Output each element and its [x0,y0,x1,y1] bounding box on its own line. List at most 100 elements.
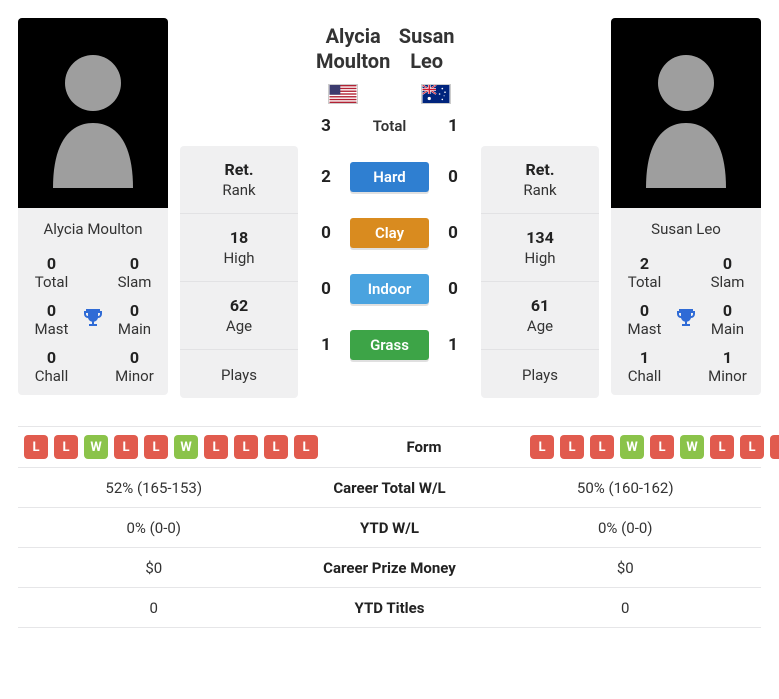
stat-high-label: High [184,249,294,267]
player-card-right: Susan Leo 2 Total 0 Slam 0 Mast 0 [611,18,761,395]
stat-card-right: Ret. Rank 134 High 61 Age Plays [481,146,599,398]
player-heading-left[interactable]: Alycia Moulton [316,24,390,78]
titles-minor-label: Minor [700,367,755,385]
trophy-icon [81,306,105,334]
h2h-row: 0Clay0 [312,218,467,248]
form-loss-box[interactable]: L [770,435,779,459]
form-loss-box[interactable]: L [234,435,258,459]
stat-plays: Plays [180,350,298,398]
stat-age-value: 62 [184,296,294,315]
stat-plays-label: Plays [485,366,595,384]
form-loss-box[interactable]: L [530,435,554,459]
compare-right-value: 0% (0-0) [490,509,762,547]
flag-au-icon [421,84,451,104]
flag-right [421,84,451,104]
form-loss-box[interactable]: L [204,435,228,459]
compare-left-value: 0 [18,589,290,627]
form-loss-box[interactable]: L [24,435,48,459]
titles-grid-left: 0 Total 0 Slam 0 Mast 0 Main [18,250,168,395]
player-heading-right-l1: Susan Leo [390,24,463,74]
titles-slam: 0 Slam [107,254,162,291]
stat-plays-label: Plays [184,366,294,384]
titles-total: 2 Total [617,254,672,291]
stat-high-value: 18 [184,228,294,247]
form-loss-box[interactable]: L [144,435,168,459]
form-loss-box[interactable]: L [264,435,288,459]
form-loss-box[interactable]: L [114,435,138,459]
compare-label: Career Total W/L [290,469,490,507]
stat-rank: Ret. Rank [481,146,599,214]
h2h-right-value: 1 [439,116,467,136]
titles-minor-value: 1 [700,348,755,367]
stat-plays: Plays [481,350,599,398]
titles-mast-value: 0 [617,301,672,320]
titles-chall-label: Chall [617,367,672,385]
form-loss-box[interactable]: L [54,435,78,459]
stat-rank: Ret. Rank [180,146,298,214]
player-photo-right [611,18,761,208]
compare-row: 0YTD Titles0 [18,588,761,628]
form-loss-box[interactable]: L [590,435,614,459]
surface-pill[interactable]: Grass [350,330,429,360]
titles-total-value: 2 [617,254,672,273]
titles-main-label: Main [107,320,162,338]
titles-main: 0 Main [700,301,755,338]
stat-age-label: Age [184,317,294,335]
form-win-box[interactable]: W [680,435,704,459]
stat-age-label: Age [485,317,595,335]
form-loss-box[interactable]: L [710,435,734,459]
stat-high: 18 High [180,214,298,282]
titles-mast-value: 0 [24,301,79,320]
stat-rank-label: Rank [485,181,595,199]
stat-age: 61 Age [481,282,599,350]
h2h-right-value: 0 [439,167,467,187]
titles-chall: 1 Chall [617,348,672,385]
form-win-box[interactable]: W [174,435,198,459]
titles-slam-value: 0 [700,254,755,273]
h2h-left-value: 3 [312,116,340,136]
avatar-silhouette-icon [43,38,143,188]
form-strip-right: LLLWLWLLLW [524,427,779,467]
titles-minor-value: 0 [107,348,162,367]
titles-main: 0 Main [107,301,162,338]
stat-rank-value: Ret. [184,160,294,179]
compare-label-form: Form [324,428,524,466]
h2h-right-value: 1 [439,335,467,355]
compare-right-value: 50% (160-162) [490,469,762,507]
h2h-left-value: 0 [312,223,340,243]
form-win-box[interactable]: W [620,435,644,459]
compare-left-value: $0 [18,549,290,587]
h2h-center: Alycia Moulton Susan Leo [310,18,469,360]
surface-pill[interactable]: Hard [350,162,429,192]
compare-left-value: 52% (165-153) [18,469,290,507]
titles-minor-label: Minor [107,367,162,385]
stat-high: 134 High [481,214,599,282]
stat-high-value: 134 [485,228,595,247]
player-heading-left-l1: Alycia [316,24,390,49]
avatar-silhouette-icon [636,38,736,188]
form-loss-box[interactable]: L [560,435,584,459]
compare-table: LLWLLWLLLL Form LLLWLWLLLW 52% (165-153)… [18,426,761,628]
player-heading-right[interactable]: Susan Leo [390,24,463,78]
compare-right-value: 0 [490,589,762,627]
stat-age: 62 Age [180,282,298,350]
form-loss-box[interactable]: L [650,435,674,459]
titles-main-value: 0 [700,301,755,320]
h2h-row: 2Hard0 [312,162,467,192]
form-win-box[interactable]: W [84,435,108,459]
titles-slam-label: Slam [107,273,162,291]
form-loss-box[interactable]: L [740,435,764,459]
surface-pill[interactable]: Indoor [350,274,429,304]
h2h-row: 1Grass1 [312,330,467,360]
surface-pill[interactable]: Clay [350,218,429,248]
player-heading-left-l2: Moulton [316,49,390,74]
h2h-row: 3Total1 [312,116,467,136]
stat-card-left: Ret. Rank 18 High 62 Age Plays [180,146,298,398]
compare-left-value: 0% (0-0) [18,509,290,547]
compare-row-form: LLWLLWLLLL Form LLLWLWLLLW [18,426,761,468]
titles-total: 0 Total [24,254,79,291]
titles-slam: 0 Slam [700,254,755,291]
form-loss-box[interactable]: L [294,435,318,459]
player-card-left: Alycia Moulton 0 Total 0 Slam 0 Mast 0 [18,18,168,395]
compare-row: 52% (165-153)Career Total W/L50% (160-16… [18,468,761,508]
